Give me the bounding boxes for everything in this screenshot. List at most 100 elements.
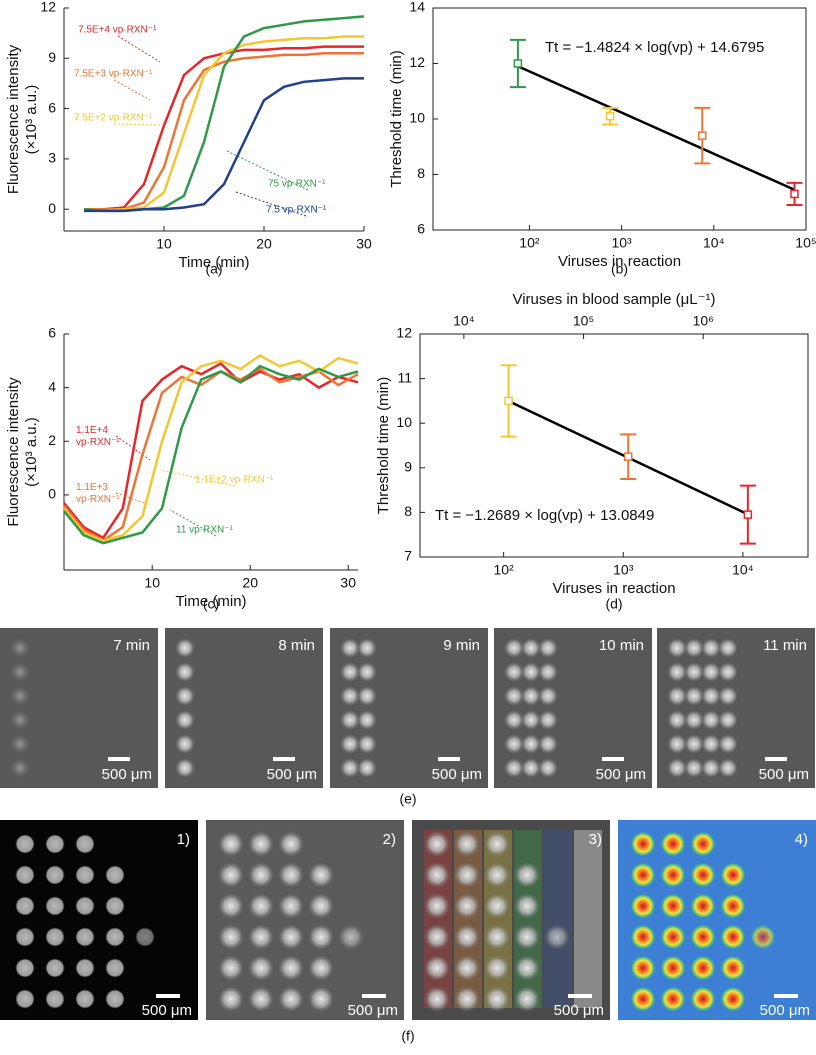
spot bbox=[684, 710, 704, 730]
spot bbox=[690, 924, 716, 950]
series-label: 1.1E+2 vp·RXN⁻¹ bbox=[195, 475, 274, 486]
spot bbox=[718, 686, 738, 706]
fit-equation: Tt = −1.4824 × log(vp) + 14.6795 bbox=[545, 39, 764, 56]
spot bbox=[684, 758, 704, 778]
spot bbox=[15, 927, 35, 947]
spot bbox=[278, 924, 304, 950]
spot bbox=[521, 734, 541, 754]
spot bbox=[701, 662, 721, 682]
spot bbox=[175, 710, 195, 730]
spot bbox=[718, 638, 738, 658]
spot bbox=[504, 758, 524, 778]
spot bbox=[248, 862, 274, 888]
spot bbox=[538, 638, 558, 658]
spot bbox=[484, 862, 510, 888]
x2-tick-label: 10⁴ bbox=[453, 313, 475, 329]
spot bbox=[454, 893, 480, 919]
y-axis-title: Fluorescence intensity bbox=[5, 377, 22, 527]
spot bbox=[521, 710, 541, 730]
spot bbox=[218, 831, 244, 857]
spot bbox=[340, 638, 360, 658]
y-tick-label: 6 bbox=[48, 99, 56, 115]
spot bbox=[718, 662, 738, 682]
spot bbox=[660, 986, 686, 1012]
spot bbox=[424, 862, 450, 888]
y-tick-label: 3 bbox=[48, 150, 56, 166]
y-tick-label: 0 bbox=[48, 486, 56, 502]
spot bbox=[340, 734, 360, 754]
spot bbox=[660, 893, 686, 919]
spot bbox=[684, 638, 704, 658]
spot bbox=[538, 710, 558, 730]
spot bbox=[544, 924, 570, 950]
plot-frame bbox=[419, 333, 809, 558]
region-overlay bbox=[574, 830, 602, 1008]
data-line bbox=[63, 364, 359, 545]
scale-label: 500 μm bbox=[348, 1002, 398, 1019]
scale-label: 500 μm bbox=[142, 1002, 192, 1019]
spot bbox=[308, 862, 334, 888]
spot bbox=[357, 758, 377, 778]
spot bbox=[10, 710, 30, 730]
data-line bbox=[63, 367, 359, 542]
image-label: 4) bbox=[795, 831, 808, 848]
spot bbox=[690, 831, 716, 857]
spot bbox=[75, 958, 95, 978]
series-label: 1.1E+4 vp·RXN⁻¹ bbox=[76, 425, 120, 448]
spot bbox=[484, 893, 510, 919]
spot bbox=[484, 831, 510, 857]
spot bbox=[521, 638, 541, 658]
spot bbox=[701, 734, 721, 754]
spot bbox=[45, 989, 65, 1009]
spot bbox=[15, 989, 35, 1009]
spot bbox=[308, 893, 334, 919]
spot bbox=[10, 758, 30, 778]
spot bbox=[630, 893, 656, 919]
spot bbox=[718, 710, 738, 730]
spot bbox=[684, 686, 704, 706]
spot bbox=[690, 893, 716, 919]
spot bbox=[105, 927, 125, 947]
spot bbox=[630, 862, 656, 888]
scale-label: 500 μm bbox=[102, 766, 152, 783]
y-tick-label: 9 bbox=[404, 459, 412, 475]
spot bbox=[105, 958, 125, 978]
image-frame bbox=[0, 820, 198, 1020]
spot bbox=[248, 831, 274, 857]
spot bbox=[424, 893, 450, 919]
panel-caption: (d) bbox=[605, 596, 622, 612]
y-tick-label: 6 bbox=[48, 325, 56, 341]
spot bbox=[718, 734, 738, 754]
spot bbox=[278, 893, 304, 919]
spot bbox=[720, 924, 746, 950]
spot bbox=[701, 638, 721, 658]
data-point bbox=[698, 131, 707, 140]
spot bbox=[75, 896, 95, 916]
spot bbox=[667, 638, 687, 658]
series-label-line: vp·RXN⁻¹ bbox=[76, 437, 120, 448]
spot bbox=[45, 834, 65, 854]
x-axis-title: Viruses in reaction bbox=[552, 580, 675, 597]
region-overlay bbox=[514, 830, 542, 1008]
x-tick-label: 20 bbox=[256, 236, 272, 252]
spot bbox=[701, 758, 721, 778]
spot bbox=[15, 834, 35, 854]
spot bbox=[248, 924, 274, 950]
scale-label: 500 μm bbox=[596, 766, 646, 783]
spot bbox=[667, 758, 687, 778]
spot bbox=[278, 955, 304, 981]
spot bbox=[660, 831, 686, 857]
y-tick-label: 8 bbox=[417, 165, 425, 181]
spot bbox=[15, 896, 35, 916]
data-point bbox=[790, 189, 799, 199]
panel-caption: (b) bbox=[611, 261, 628, 277]
spot bbox=[278, 986, 304, 1012]
x-tick-label: 30 bbox=[340, 575, 356, 591]
y-axis-title: (×10³ a.u.) bbox=[23, 85, 40, 155]
spot bbox=[45, 865, 65, 885]
spot bbox=[15, 865, 35, 885]
spot bbox=[701, 710, 721, 730]
spot bbox=[175, 758, 195, 778]
y-tick-label: 10 bbox=[409, 110, 425, 126]
series-label-line: 1.1E+3 bbox=[76, 482, 108, 493]
